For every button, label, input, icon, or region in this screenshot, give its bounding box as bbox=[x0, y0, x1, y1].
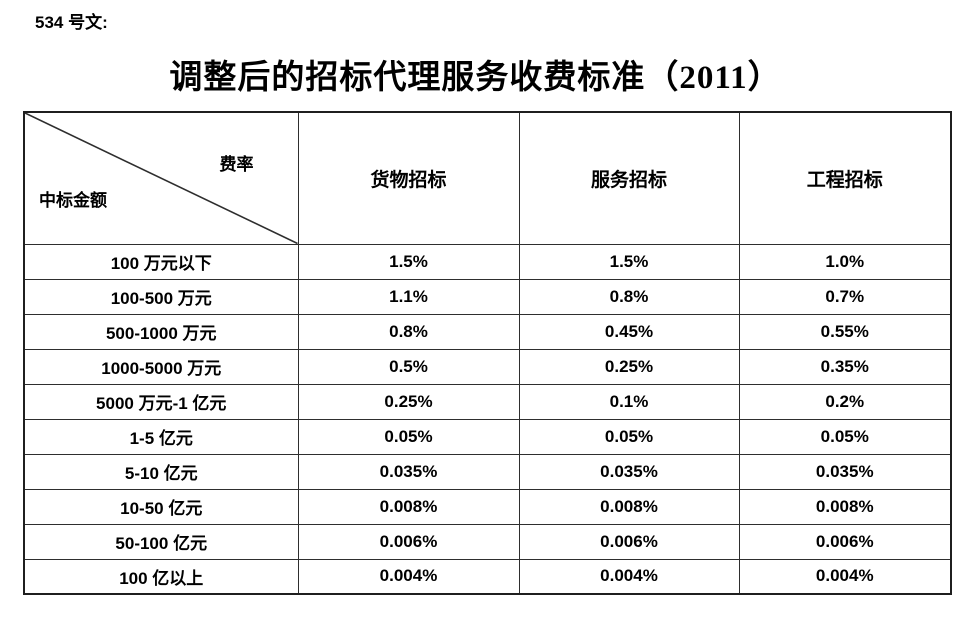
corner-label-amount: 中标金额 bbox=[39, 191, 107, 210]
column-header-engineering-bidding: 工程招标 bbox=[738, 111, 952, 245]
amount-range-cell: 100 万元以下 bbox=[23, 243, 299, 280]
services-rate-cell: 0.006% bbox=[518, 523, 740, 560]
services-rate-cell: 0.1% bbox=[518, 383, 740, 420]
table-row: 100 亿以上 0.004% 0.004% 0.004% bbox=[23, 558, 952, 595]
amount-range-cell: 5000 万元-1 亿元 bbox=[23, 383, 299, 420]
goods-rate-cell: 1.1% bbox=[297, 278, 520, 315]
services-rate-cell: 0.8% bbox=[518, 278, 740, 315]
goods-rate-cell: 0.05% bbox=[297, 418, 520, 455]
table-row: 500-1000 万元 0.8% 0.45% 0.55% bbox=[23, 313, 952, 350]
services-rate-cell: 0.25% bbox=[518, 348, 740, 385]
goods-rate-cell: 0.035% bbox=[297, 453, 520, 490]
column-header-services-bidding: 服务招标 bbox=[518, 111, 740, 245]
goods-rate-cell: 0.008% bbox=[297, 488, 520, 525]
goods-rate-cell: 0.5% bbox=[297, 348, 520, 385]
amount-range-cell: 5-10 亿元 bbox=[23, 453, 299, 490]
fee-table-body: 100 万元以下 1.5% 1.5% 1.0% 100-500 万元 1.1% … bbox=[23, 243, 952, 595]
goods-rate-cell: 0.8% bbox=[297, 313, 520, 350]
table-row: 100-500 万元 1.1% 0.8% 0.7% bbox=[23, 278, 952, 315]
table-row: 10-50 亿元 0.008% 0.008% 0.008% bbox=[23, 488, 952, 525]
services-rate-cell: 1.5% bbox=[518, 243, 740, 280]
diagonal-divider-line bbox=[25, 113, 298, 244]
table-row: 100 万元以下 1.5% 1.5% 1.0% bbox=[23, 243, 952, 280]
engineering-rate-cell: 0.05% bbox=[738, 418, 952, 455]
engineering-rate-cell: 0.35% bbox=[738, 348, 952, 385]
services-rate-cell: 0.004% bbox=[518, 558, 740, 595]
amount-range-cell: 500-1000 万元 bbox=[23, 313, 299, 350]
corner-label-rate: 费率 bbox=[219, 155, 254, 174]
amount-range-cell: 100-500 万元 bbox=[23, 278, 299, 315]
goods-rate-cell: 0.004% bbox=[297, 558, 520, 595]
services-rate-cell: 0.05% bbox=[518, 418, 740, 455]
engineering-rate-cell: 0.035% bbox=[738, 453, 952, 490]
amount-range-cell: 10-50 亿元 bbox=[23, 488, 299, 525]
amount-range-cell: 100 亿以上 bbox=[23, 558, 299, 595]
page-title: 调整后的招标代理服务收费标准（2011） bbox=[169, 60, 782, 96]
corner-cell: 费率 中标金额 bbox=[23, 111, 299, 245]
engineering-rate-cell: 0.004% bbox=[738, 558, 952, 595]
fee-table: 费率 中标金额 货物招标 服务招标 工程招标 100 万元以下 1.5% 1.5… bbox=[23, 111, 952, 595]
engineering-rate-cell: 1.0% bbox=[738, 243, 952, 280]
services-rate-cell: 0.45% bbox=[518, 313, 740, 350]
doc-number-label: 534 号文: bbox=[35, 13, 108, 32]
services-rate-cell: 0.008% bbox=[518, 488, 740, 525]
services-rate-cell: 0.035% bbox=[518, 453, 740, 490]
header-row: 费率 中标金额 货物招标 服务招标 工程招标 bbox=[23, 111, 952, 245]
engineering-rate-cell: 0.008% bbox=[738, 488, 952, 525]
amount-range-cell: 1000-5000 万元 bbox=[23, 348, 299, 385]
engineering-rate-cell: 0.006% bbox=[738, 523, 952, 560]
engineering-rate-cell: 0.2% bbox=[738, 383, 952, 420]
table-row: 1000-5000 万元 0.5% 0.25% 0.35% bbox=[23, 348, 952, 385]
table-row: 1-5 亿元 0.05% 0.05% 0.05% bbox=[23, 418, 952, 455]
goods-rate-cell: 1.5% bbox=[297, 243, 520, 280]
table-row: 5000 万元-1 亿元 0.25% 0.1% 0.2% bbox=[23, 383, 952, 420]
engineering-rate-cell: 0.55% bbox=[738, 313, 952, 350]
engineering-rate-cell: 0.7% bbox=[738, 278, 952, 315]
column-header-goods-bidding: 货物招标 bbox=[297, 111, 520, 245]
amount-range-cell: 50-100 亿元 bbox=[23, 523, 299, 560]
amount-range-cell: 1-5 亿元 bbox=[23, 418, 299, 455]
table-row: 5-10 亿元 0.035% 0.035% 0.035% bbox=[23, 453, 952, 490]
goods-rate-cell: 0.25% bbox=[297, 383, 520, 420]
goods-rate-cell: 0.006% bbox=[297, 523, 520, 560]
table-row: 50-100 亿元 0.006% 0.006% 0.006% bbox=[23, 523, 952, 560]
